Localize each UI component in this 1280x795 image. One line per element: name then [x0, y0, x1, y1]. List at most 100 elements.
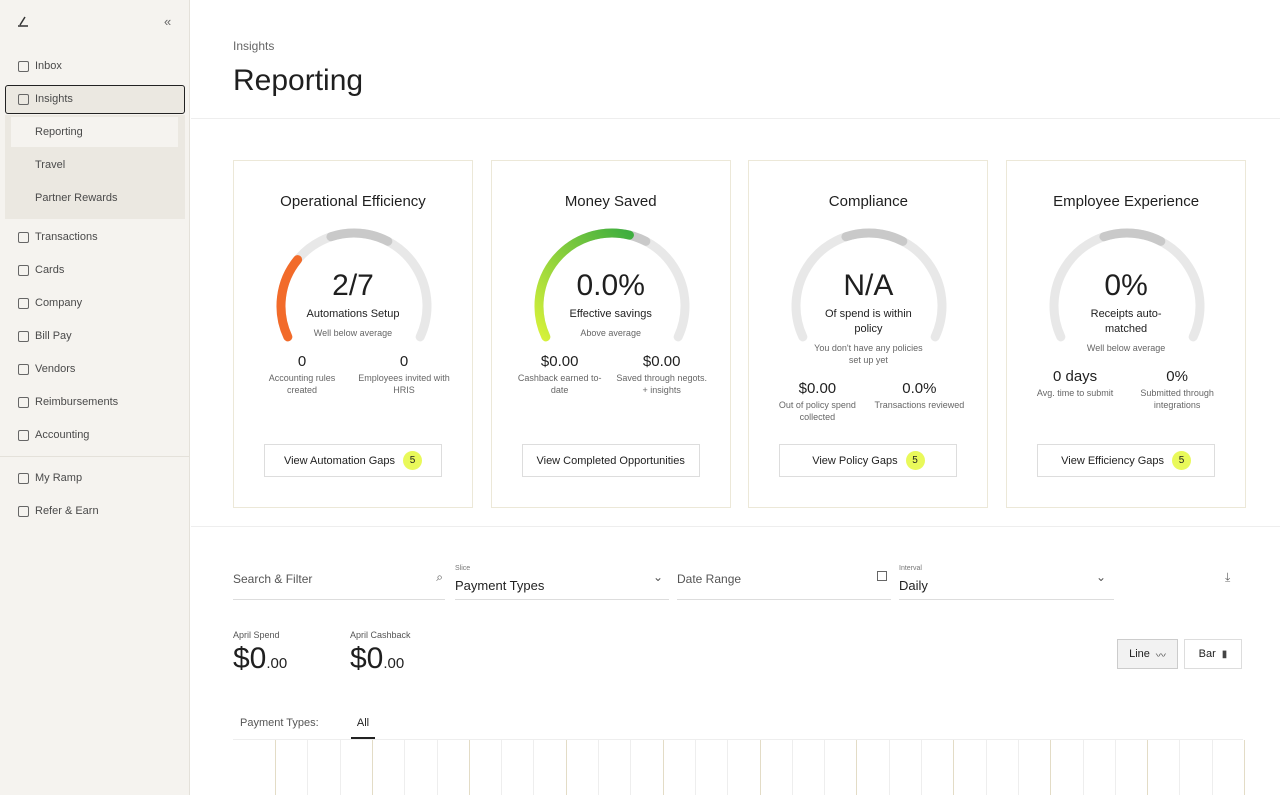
gauge [791, 228, 947, 342]
sidebar: « Inbox Insights Reporting Travel Partner Re… [0, 0, 190, 795]
grid-line [791, 740, 793, 795]
search-field[interactable]: Search & Filter ⌕ [233, 560, 445, 600]
grid-line [468, 740, 470, 795]
grid-line [275, 740, 276, 795]
divider [191, 526, 1280, 527]
card-button[interactable]: View Automation Gaps 5 [264, 444, 442, 477]
grid-line [1147, 740, 1149, 795]
nav-item[interactable]: Accounting [18, 425, 89, 445]
nav-label: Travel [35, 159, 66, 171]
stats: $0.00 Out of policy spend collected 0.0% Tr… [771, 380, 965, 423]
grid-line [371, 740, 373, 795]
placeholder: Date Range [677, 572, 742, 586]
amount: $0 [233, 642, 267, 675]
card: Compliance N/A Of spend is within policy Y… [748, 160, 989, 508]
cents: .00 [383, 655, 405, 672]
view-toggle[interactable]: Line 〰 [1117, 639, 1178, 669]
card-button[interactable]: View Policy Gaps 5 [779, 444, 958, 477]
benchmark: Well below average [313, 328, 393, 338]
stat-value: $0.00 [642, 353, 681, 370]
nav-icon [18, 505, 29, 517]
grid-line [404, 740, 406, 795]
card-body: N/A Of spend is within policy You don't ha… [749, 269, 987, 423]
grid-line [598, 740, 599, 795]
slice-select[interactable]: Slice Payment Types ⌄ [455, 560, 669, 600]
nav-icon [18, 330, 29, 342]
card: Money Saved 0.0% Effective savings Above a… [490, 160, 731, 508]
badge: 5 [905, 451, 925, 470]
stats: 0 Accounting rules created 0 Employees invi… [256, 353, 450, 396]
date-field[interactable]: Date Range [677, 560, 891, 600]
card-title: Compliance [828, 193, 908, 210]
nav-item[interactable]: Vendors [18, 359, 75, 379]
nav-label: Refer & Earn [35, 505, 99, 517]
button-label: View Policy Gaps [812, 454, 898, 467]
gauge-fill [534, 228, 634, 342]
grid-line [436, 740, 438, 795]
grid-line [856, 740, 858, 795]
metric-value: 2/7 [332, 269, 374, 302]
stat-value: 0 days [1052, 368, 1098, 385]
card: Operational Efficiency 2/7 Automations Se… [233, 160, 473, 508]
stat-value: $0.00 [540, 353, 579, 370]
nav-item[interactable]: Refer & Earn [18, 501, 99, 521]
grid-line [1017, 740, 1019, 795]
stat-label: Saved through negots. + insights [616, 373, 707, 395]
nav-icon [18, 297, 29, 309]
nav-item[interactable]: Inbox [18, 56, 62, 76]
nav-item[interactable]: Reimbursements [18, 392, 118, 412]
grid-line [1082, 740, 1084, 795]
nav-icon [18, 472, 29, 484]
nav-label: Reporting [35, 126, 83, 138]
stat: $0.00 Saved through negots. + insights [616, 353, 708, 396]
cents: .00 [266, 655, 288, 672]
nav-item[interactable]: Reporting [35, 122, 83, 142]
grid-line [694, 740, 696, 795]
nav-icon [18, 264, 29, 276]
nav-label: Company [35, 297, 83, 309]
interval-select[interactable]: Interval Daily ⌄ [899, 560, 1114, 600]
chevron: ⌄ [1095, 570, 1106, 584]
stat-label: Accounting rules created [268, 373, 336, 395]
breadcrumb[interactable]: Insights [233, 39, 275, 53]
stat-label: Employees invited with HRIS [358, 373, 450, 395]
nav-item[interactable]: Company [18, 293, 82, 313]
nav-item[interactable]: Cards [18, 260, 64, 280]
logo[interactable] [16, 14, 30, 28]
nav-icon [18, 429, 29, 441]
grid-line [1211, 740, 1213, 795]
nav-label: Insights [35, 93, 73, 105]
nav-item[interactable]: Insights [18, 89, 73, 109]
gauge-benchmark [841, 228, 908, 246]
nav-item[interactable]: My Ramp [18, 468, 82, 488]
gauge-benchmark [1099, 228, 1166, 246]
stat: 0 Accounting rules created [256, 353, 348, 396]
card-button[interactable]: View Completed Opportunities [521, 444, 700, 477]
stat-value: $0.00 [798, 380, 837, 397]
nav-label: Vendors [35, 363, 76, 375]
nav-label: Reimbursements [35, 396, 119, 408]
chart-area [233, 739, 1245, 795]
divider [191, 118, 1280, 119]
gauge-fill [276, 255, 303, 342]
nav-icon [18, 363, 29, 375]
collapse-button[interactable]: « [164, 14, 172, 29]
nav-item[interactable]: Travel [35, 155, 65, 175]
grid-line [953, 740, 955, 795]
tab-active[interactable]: All [351, 717, 375, 739]
nav-item[interactable]: Bill Pay [18, 326, 72, 346]
nav-item[interactable]: Partner Rewards [35, 188, 118, 208]
nav-item[interactable]: Transactions [18, 227, 98, 247]
grid-line [888, 740, 890, 795]
card-button[interactable]: View Efficiency Gaps 5 [1037, 444, 1216, 477]
stat: 0 Employees invited with HRIS [358, 353, 450, 396]
gauge [276, 228, 432, 342]
metric-value: 0.0% [576, 269, 645, 302]
button-label: View Efficiency Gaps [1061, 454, 1165, 467]
view-toggle[interactable]: Bar ▮ [1184, 639, 1242, 669]
nav-icon [18, 93, 29, 105]
toggle-icon: ▮ [1221, 648, 1228, 660]
placeholder: Search & Filter [233, 572, 313, 586]
download-button[interactable]: ⤓ [1225, 570, 1231, 584]
tabs-label: Payment Types: [240, 717, 319, 729]
